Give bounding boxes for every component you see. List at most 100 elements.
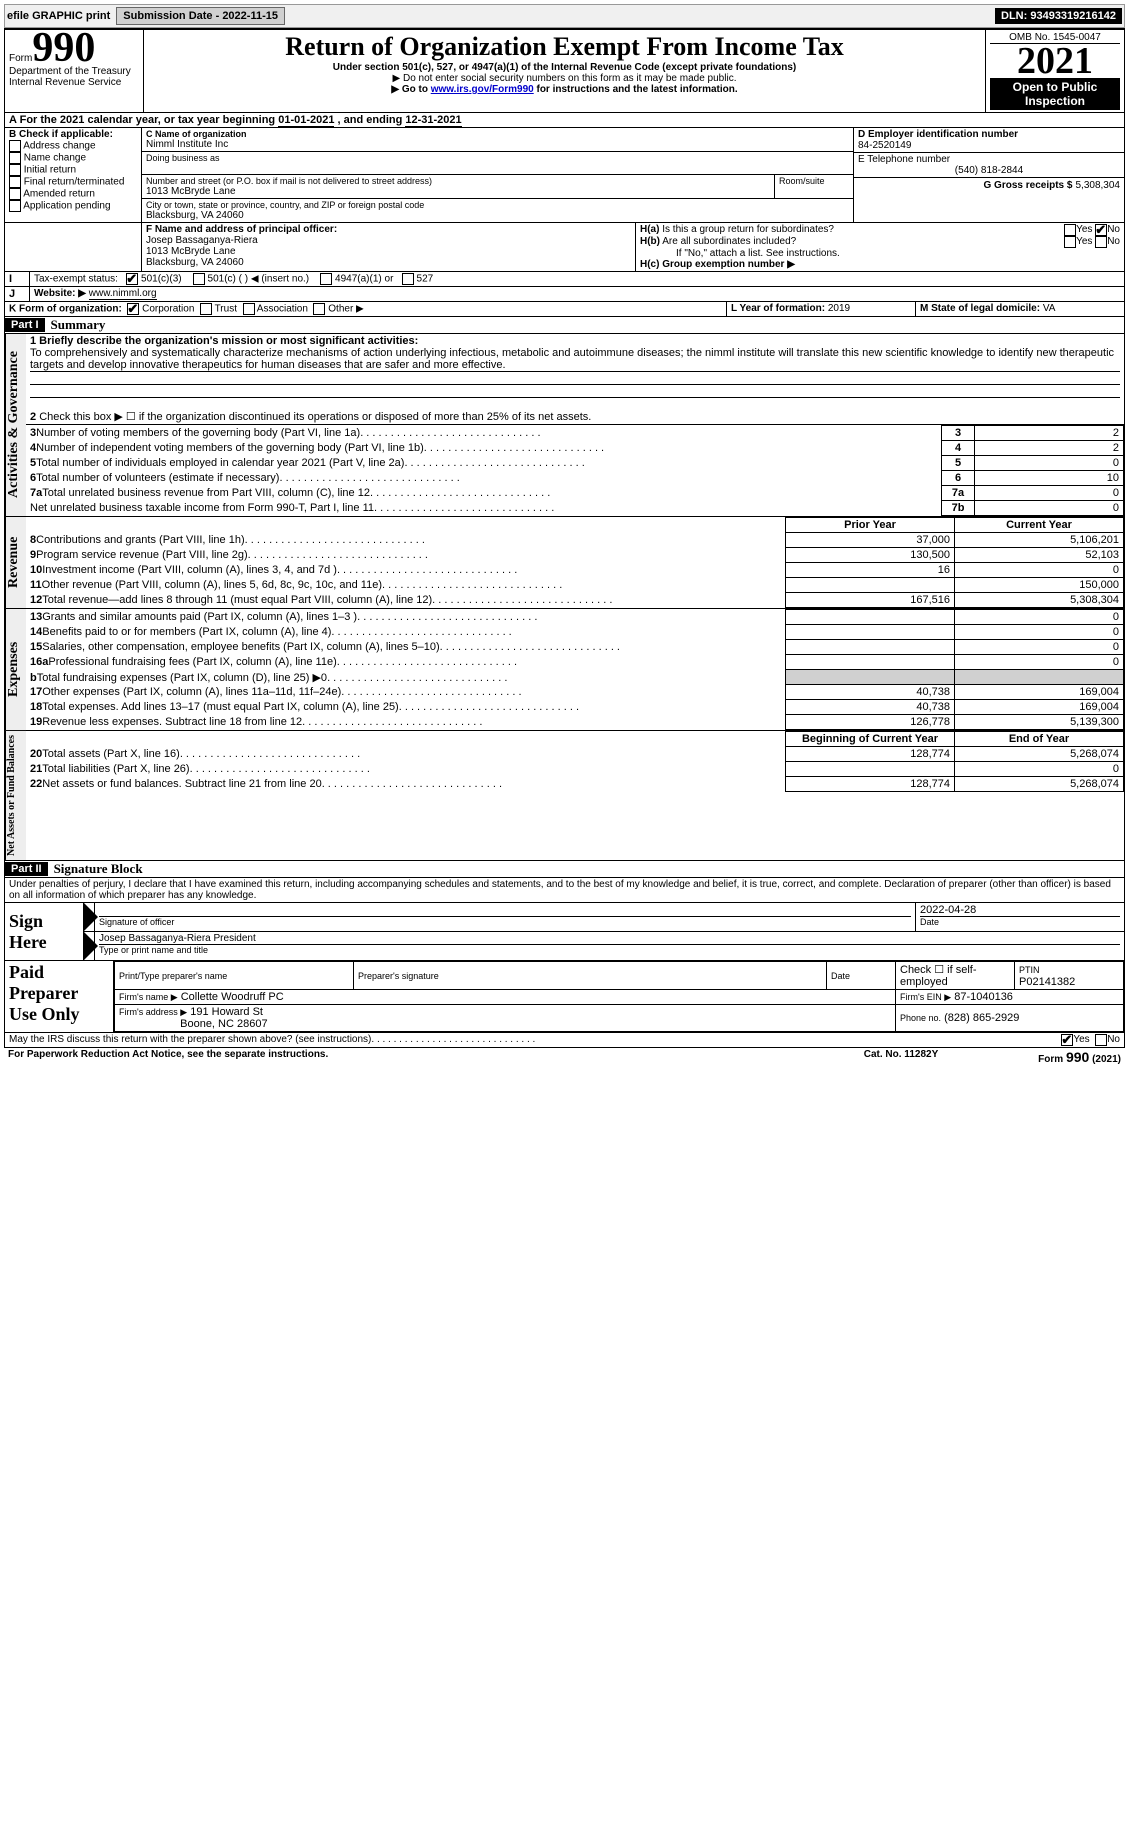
form-prefix: Form — [9, 53, 32, 64]
cb-initial[interactable] — [9, 164, 21, 176]
cb-assoc[interactable] — [243, 303, 255, 315]
efile-toolbar: efile GRAPHIC print Submission Date - 20… — [4, 4, 1125, 28]
date-label: Date — [920, 917, 1120, 927]
firm-ein: 87-1040136 — [954, 991, 1013, 1003]
ty-end: 12-31-2021 — [405, 114, 461, 127]
cb-527[interactable] — [402, 273, 414, 285]
form-header: Form990 Department of the Treasury Inter… — [4, 28, 1125, 113]
tax-exempt-label: Tax-exempt status: — [34, 274, 118, 285]
officer-city: Blacksburg, VA 24060 — [146, 257, 631, 268]
c-label: C Name of organization — [146, 129, 849, 139]
cb-hb-no[interactable] — [1095, 236, 1107, 248]
street: 1013 McBryde Lane — [146, 186, 770, 197]
box-b-title: B Check if applicable: — [9, 129, 137, 140]
sign-here-label: Sign Here — [5, 903, 84, 960]
open-to-public: Open to Public Inspection — [990, 78, 1120, 110]
paid-preparer-block: Paid Preparer Use Only Print/Type prepar… — [4, 961, 1125, 1033]
table-revenue: Prior YearCurrent Year8 Contributions an… — [26, 517, 1124, 608]
m-label: M State of legal domicile: — [920, 303, 1040, 314]
officer-name: Josep Bassaganya-Riera — [146, 235, 631, 246]
tax-year: 2021 — [990, 44, 1120, 78]
part2-header: Part II Signature Block — [4, 861, 1125, 878]
cb-hb-yes[interactable] — [1064, 236, 1076, 248]
officer-street: 1013 McBryde Lane — [146, 246, 631, 257]
page-footer: For Paperwork Reduction Act Notice, see … — [4, 1048, 1125, 1066]
cb-addr-change[interactable] — [9, 140, 21, 152]
org-id-block: B Check if applicable: Address change Na… — [4, 128, 1125, 223]
gross-receipts: 5,308,304 — [1076, 180, 1121, 191]
type-name-label: Type or print name and title — [99, 945, 1120, 955]
ein: 84-2520149 — [858, 140, 1120, 151]
d-label: D Employer identification number — [858, 129, 1120, 140]
org-name: Nimml Institute Inc — [146, 139, 849, 150]
state-domicile: VA — [1043, 303, 1056, 314]
line-a: A For the 2021 calendar year, or tax yea… — [4, 113, 1125, 128]
subtitle: Under section 501(c), 527, or 4947(a)(1)… — [148, 62, 981, 73]
form-title: Return of Organization Exempt From Incom… — [148, 32, 981, 62]
pra-notice: For Paperwork Reduction Act Notice, see … — [8, 1049, 821, 1065]
table-expenses: 13 Grants and similar amounts paid (Part… — [26, 609, 1124, 730]
hc-label: H(c) Group exemption number ▶ — [640, 259, 795, 270]
tab-revenue: Revenue — [5, 517, 26, 608]
officer-name-title: Josep Bassaganya-Riera President — [99, 933, 1120, 945]
goto-prefix: ▶ Go to — [391, 84, 430, 95]
i-row: I Tax-exempt status: 501(c)(3) 501(c) ( … — [4, 272, 1125, 287]
firm-addr1: 191 Howard St — [190, 1006, 263, 1018]
website-label: Website: ▶ — [34, 288, 86, 299]
sig-date: 2022-04-28 — [920, 904, 1120, 917]
part1-header: Part I Summary — [4, 317, 1125, 334]
l1-label: 1 Briefly describe the organization's mi… — [30, 335, 1120, 347]
room-label: Room/suite — [779, 176, 849, 186]
cb-trust[interactable] — [200, 303, 212, 315]
cb-discuss-yes[interactable] — [1061, 1034, 1073, 1046]
city: Blacksburg, VA 24060 — [146, 210, 849, 221]
tab-net-assets: Net Assets or Fund Balances — [5, 731, 26, 860]
tab-governance: Activities & Governance — [5, 334, 26, 516]
website: www.nimml.org — [89, 288, 157, 300]
paid-preparer-label: Paid Preparer Use Only — [5, 961, 114, 1032]
cb-501c3[interactable] — [126, 273, 138, 285]
cb-other[interactable] — [313, 303, 325, 315]
cb-app-pending[interactable] — [9, 200, 21, 212]
dba-label: Doing business as — [146, 153, 849, 163]
street-label: Number and street (or P.O. box if mail i… — [146, 176, 770, 186]
city-label: City or town, state or province, country… — [146, 200, 849, 210]
cb-final[interactable] — [9, 176, 21, 188]
k-l-m-row: K Form of organization: Corporation Trus… — [4, 302, 1125, 317]
sig-officer-label: Signature of officer — [99, 917, 911, 927]
cb-ha-yes[interactable] — [1064, 224, 1076, 236]
cb-discuss-no[interactable] — [1095, 1034, 1107, 1046]
hb-note: If "No," attach a list. See instructions… — [640, 248, 1120, 259]
irs-label: Internal Revenue Service — [9, 77, 139, 88]
cb-corp[interactable] — [127, 303, 139, 315]
ptin: P02141382 — [1019, 976, 1075, 988]
self-employed: Check ☐ if self-employed — [896, 962, 1015, 990]
g-label: G Gross receipts $ — [984, 180, 1073, 191]
k-label: K Form of organization: — [9, 304, 122, 315]
ssn-note: ▶ Do not enter social security numbers o… — [148, 73, 981, 84]
cb-501c[interactable] — [193, 273, 205, 285]
cat-no: Cat. No. 11282Y — [821, 1049, 981, 1065]
ty-begin: 01-01-2021 — [278, 114, 334, 127]
dept-treasury: Department of the Treasury — [9, 66, 139, 77]
tab-expenses: Expenses — [5, 609, 26, 730]
firm-phone: (828) 865-2929 — [944, 1012, 1019, 1024]
part1-body: Activities & Governance 1 Briefly descri… — [4, 334, 1125, 517]
f-h-block: F Name and address of principal officer:… — [4, 223, 1125, 272]
e-label: E Telephone number — [858, 154, 1120, 165]
l1-text: To comprehensively and systematically ch… — [30, 347, 1120, 372]
cb-name-change[interactable] — [9, 152, 21, 164]
firm-name: Collette Woodruff PC — [181, 991, 284, 1003]
l-label: L Year of formation: — [731, 303, 825, 314]
cb-ha-no[interactable] — [1095, 224, 1107, 236]
cb-4947[interactable] — [320, 273, 332, 285]
phone: (540) 818-2844 — [858, 165, 1120, 176]
efile-label[interactable]: efile GRAPHIC print — [7, 10, 110, 22]
f-label: F Name and address of principal officer: — [146, 224, 631, 235]
declaration: Under penalties of perjury, I declare th… — [4, 878, 1125, 903]
l2: Check this box ▶ ☐ if the organization d… — [39, 411, 591, 423]
dln: DLN: 93493319216142 — [995, 8, 1122, 24]
form990-link[interactable]: www.irs.gov/Form990 — [431, 84, 534, 95]
cb-amended[interactable] — [9, 188, 21, 200]
goto-suffix: for instructions and the latest informat… — [534, 84, 738, 95]
